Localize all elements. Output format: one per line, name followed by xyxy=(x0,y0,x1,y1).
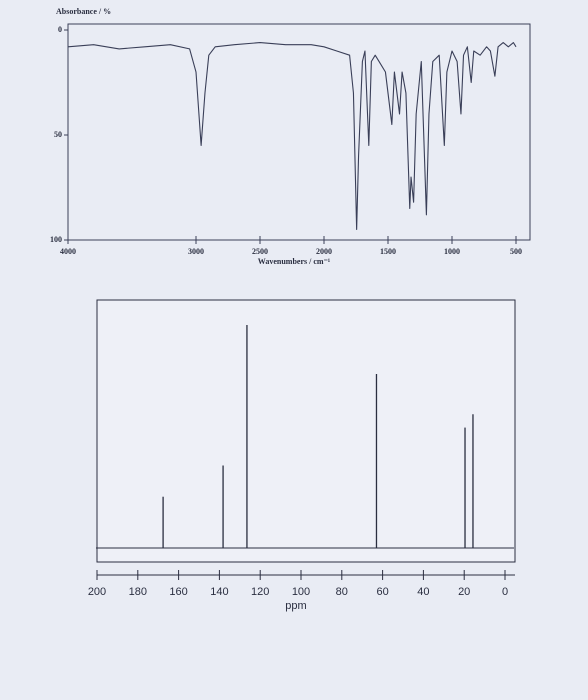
y-axis-label: Absorbance / % xyxy=(56,7,111,16)
y-tick-label: 0 xyxy=(58,25,62,34)
x-axis-label: Wavenumbers / cm⁻¹ xyxy=(258,257,331,266)
x-tick-label: 2000 xyxy=(316,247,332,256)
x-tick-label: 2500 xyxy=(252,247,268,256)
x-tick-label: 0 xyxy=(502,586,508,598)
x-axis-label: ppm xyxy=(285,600,306,612)
x-tick-label: 4000 xyxy=(60,247,76,256)
x-tick-label: 500 xyxy=(510,247,522,256)
x-tick-label: 160 xyxy=(169,586,187,598)
x-tick-label: 120 xyxy=(251,586,269,598)
y-tick-label: 50 xyxy=(54,130,62,139)
plot-frame xyxy=(67,23,531,241)
spectrum-line xyxy=(67,42,517,231)
x-tick-label: 1000 xyxy=(444,247,460,256)
x-tick-label: 180 xyxy=(129,586,147,598)
x-tick-label: 100 xyxy=(292,586,310,598)
plot-frame xyxy=(96,299,516,563)
y-tick-label: 100 xyxy=(50,235,62,244)
x-tick-label: 140 xyxy=(210,586,228,598)
nmr-chart: ppm 200 180 160 140 120 100 80 60 40 20 0 xyxy=(88,299,516,612)
x-tick-label: 40 xyxy=(417,586,429,598)
x-tick-label: 1500 xyxy=(380,247,396,256)
x-tick-label: 60 xyxy=(376,586,388,598)
x-tick-label: 20 xyxy=(458,586,470,598)
x-tick-label: 80 xyxy=(336,586,348,598)
ir-chart: Absorbance / % Wavenumbers / cm⁻¹ 4000 30… xyxy=(50,7,531,266)
x-tick-label: 3000 xyxy=(188,247,204,256)
x-tick-label: 200 xyxy=(88,586,106,598)
